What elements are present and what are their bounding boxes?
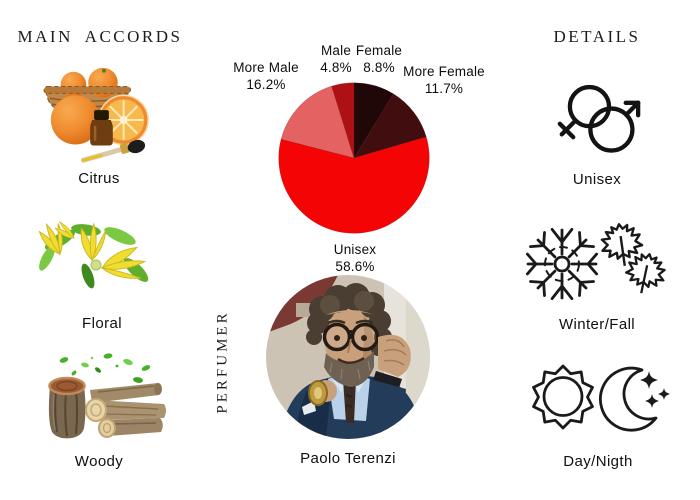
sun-crescent-moon-icon bbox=[532, 364, 670, 432]
pie-label-more-female-pct: 11.7% bbox=[424, 81, 464, 96]
main-accords-title: MAIN ACCORDS bbox=[17, 27, 183, 46]
maple-leaves-icon bbox=[600, 223, 666, 294]
perfumer-caption: PERFUMER bbox=[214, 310, 231, 414]
pie-label-more-female-name: More Female bbox=[403, 64, 485, 79]
pie-slice-more-male bbox=[280, 85, 355, 159]
perfumer-photo bbox=[266, 275, 430, 439]
standing-log bbox=[48, 376, 86, 439]
pie-chart-svg bbox=[278, 82, 430, 234]
pie-label-male-name: Male bbox=[320, 43, 352, 58]
detail-label-winter-fall: Winter/Fall bbox=[558, 316, 636, 333]
winter-fall-icon-box bbox=[524, 222, 674, 306]
pie-label-male-pct: 4.8% bbox=[320, 60, 352, 75]
pie-label-male: Male 4.8% bbox=[320, 42, 352, 76]
day-night-icon-box bbox=[528, 362, 670, 436]
wood-logs-leaves-illustration bbox=[48, 353, 166, 439]
unisex-icon-box bbox=[550, 78, 648, 162]
perfumer-name: Paolo Terenzi bbox=[300, 450, 396, 467]
male-female-symbols-icon bbox=[557, 84, 641, 153]
detail-label-unisex: Unisex bbox=[572, 171, 622, 188]
orange-slice bbox=[98, 94, 149, 146]
pie-label-unisex-pct: 58.6% bbox=[335, 259, 375, 274]
log-pile bbox=[85, 383, 166, 438]
pie-label-unisex: Unisex 58.6% bbox=[334, 241, 376, 275]
detail-label-day-night: Day/Nigth bbox=[563, 453, 633, 470]
dropper bbox=[80, 139, 146, 163]
oil-bottle bbox=[90, 110, 113, 146]
pie-slice-female bbox=[353, 82, 394, 159]
woody-image bbox=[40, 350, 170, 445]
accord-label-floral: Floral bbox=[82, 315, 122, 332]
pie-label-female-pct: 8.8% bbox=[363, 60, 395, 75]
pie-label-female: Female 8.8% bbox=[356, 42, 402, 76]
snowflake-icon bbox=[526, 228, 598, 300]
details-title: DETAILS bbox=[553, 27, 641, 46]
pie-label-more-female: More Female 11.7% bbox=[403, 63, 485, 97]
gender-pie-chart bbox=[274, 78, 434, 238]
sun-icon bbox=[532, 364, 594, 430]
pie-label-more-male: More Male 16.2% bbox=[233, 59, 299, 93]
citrus-image bbox=[42, 68, 160, 168]
pie-slice-unisex bbox=[278, 136, 430, 234]
pie-label-more-male-name: More Male bbox=[233, 60, 299, 75]
pie-label-female-name: Female bbox=[355, 43, 403, 58]
pie-slice-male bbox=[331, 82, 355, 159]
accord-label-woody: Woody bbox=[74, 453, 124, 470]
pie-label-more-male-pct: 16.2% bbox=[246, 77, 286, 92]
moon-icon bbox=[599, 366, 670, 432]
oranges-essential-oil-illustration bbox=[43, 68, 149, 163]
floral-image bbox=[30, 214, 160, 296]
snowflake-maple-leaves-icon bbox=[526, 223, 666, 300]
pie-label-unisex-name: Unisex bbox=[333, 242, 377, 257]
accord-label-citrus: Citrus bbox=[78, 170, 120, 187]
pie-slice-more-female bbox=[353, 93, 427, 159]
circular-portrait-photo bbox=[266, 275, 430, 439]
ylang-ylang-flowers-illustration bbox=[38, 221, 149, 289]
